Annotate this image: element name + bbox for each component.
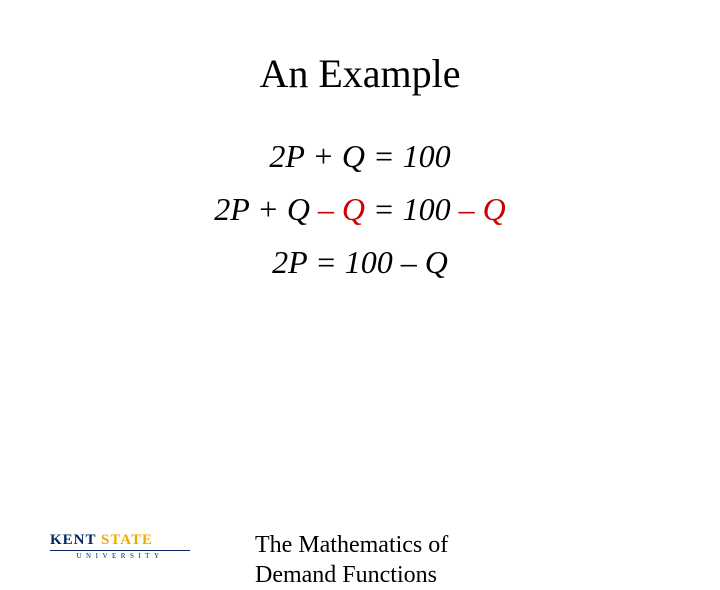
footer-line-2: Demand Functions — [255, 560, 448, 590]
logo-state: STATE — [96, 532, 153, 548]
logo-divider — [50, 550, 190, 552]
kent-state-logo: KENT STATE UNIVERSITY — [50, 533, 190, 560]
eq2-red2: – Q — [459, 191, 506, 227]
footer-line-1: The Mathematics of — [255, 530, 448, 560]
eq2-red1: – Q — [318, 191, 365, 227]
logo-main-text: KENT STATE — [50, 533, 190, 547]
footer-text: The Mathematics of Demand Functions — [255, 530, 448, 590]
logo-university: UNIVERSITY — [50, 552, 190, 560]
eq2-part2: = 100 — [365, 191, 459, 227]
slide-title: An Example — [0, 50, 720, 97]
eq2-part1: 2P + Q — [214, 191, 318, 227]
equation-line-2: 2P + Q – Q = 100 – Q — [0, 188, 720, 231]
equation-line-1: 2P + Q = 100 — [0, 135, 720, 178]
logo-kent: KENT — [50, 532, 96, 548]
equations-block: 2P + Q = 100 2P + Q – Q = 100 – Q 2P = 1… — [0, 135, 720, 285]
equation-line-3: 2P = 100 – Q — [0, 241, 720, 284]
slide-footer: KENT STATE UNIVERSITY The Mathematics of… — [0, 520, 720, 590]
